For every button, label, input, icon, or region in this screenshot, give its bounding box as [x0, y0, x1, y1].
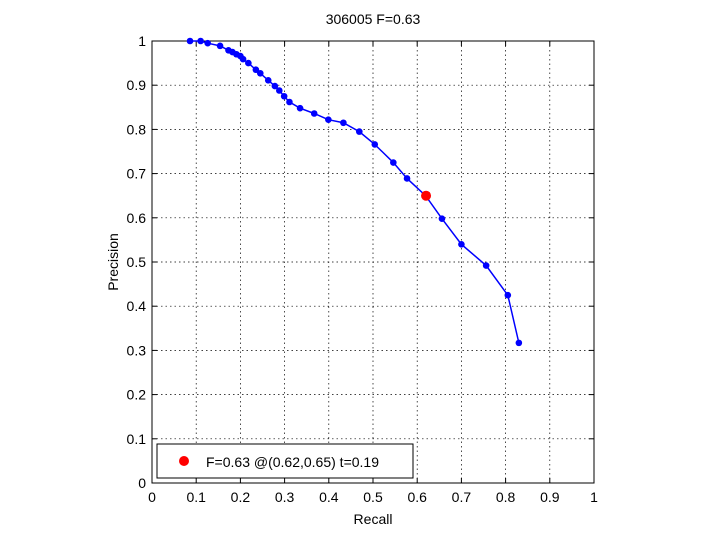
- legend-box: [156, 443, 414, 479]
- x-tick-label: 1: [590, 489, 598, 505]
- pr-curve-point: [264, 77, 272, 84]
- pr-curve-point: [204, 39, 211, 47]
- pr-curve-point: [245, 59, 252, 67]
- y-tick-label: 1: [138, 33, 146, 49]
- y-axis-label: Precision: [105, 233, 121, 291]
- pr-curve-point: [186, 37, 194, 45]
- pr-curve-point: [390, 159, 397, 166]
- pr-curve-point: [504, 291, 512, 299]
- x-axis-label: Recall: [354, 511, 393, 527]
- x-tick-label: 0.2: [231, 489, 251, 505]
- y-tick-label: 0.2: [127, 387, 147, 403]
- pr-curve-point: [325, 116, 332, 123]
- y-tick-label: 0.7: [127, 166, 147, 182]
- y-tick-label: 0.9: [127, 77, 147, 93]
- y-tick-label: 0.4: [127, 298, 147, 314]
- pr-curve-point: [296, 104, 304, 112]
- x-tick-label: 0.5: [363, 489, 383, 505]
- x-tick-label: 0.4: [319, 489, 339, 505]
- pr-curve-point: [438, 215, 446, 222]
- x-tick-label: 0: [148, 489, 156, 505]
- y-tick-label: 0: [138, 475, 146, 491]
- pr-curve-point: [286, 98, 293, 106]
- x-tick-label: 0.9: [540, 489, 560, 505]
- y-tick-label: 0.8: [127, 121, 147, 137]
- pr-curve-point: [197, 37, 204, 45]
- pr-curve-point: [340, 119, 347, 127]
- x-tick-label: 0.3: [275, 489, 295, 505]
- pr-curve-point: [371, 141, 379, 148]
- pr-curve-point: [280, 92, 288, 100]
- pr-curve-point: [252, 66, 260, 74]
- y-tick-label: 0.1: [127, 431, 147, 447]
- pr-curve-point: [275, 87, 283, 94]
- x-tick-label: 0.6: [407, 489, 427, 505]
- pr-curve-point: [355, 128, 363, 135]
- x-tick-label: 0.1: [186, 489, 206, 505]
- y-tick-label: 0.6: [127, 210, 147, 226]
- pr-curve-point: [216, 42, 224, 50]
- pr-curve-point: [458, 241, 465, 248]
- pr-curve-point: [271, 82, 279, 90]
- pr-curve-point: [515, 339, 523, 347]
- chart-title: 306005 F=0.63: [326, 11, 421, 27]
- grid: [152, 41, 594, 483]
- pr-curve-point: [310, 110, 318, 117]
- legend-label: F=0.63 @(0.62,0.65) t=0.19: [206, 454, 379, 470]
- pr-curve-point: [256, 69, 264, 77]
- pr-curve-point: [403, 175, 411, 182]
- pr-curve-point: [482, 262, 490, 269]
- best-f-point: [421, 190, 432, 201]
- axis-ticks: 0 0.1 0.2 0.3 0.4 0.5 0.6 0.7 0.8 0.9 1 0 0.1 0.2 0.3 0…: [127, 33, 599, 505]
- y-tick-label: 0.3: [127, 342, 147, 358]
- pr-curve-point: [239, 55, 247, 63]
- legend-marker: [179, 456, 189, 466]
- x-tick-label: 0.7: [452, 489, 472, 505]
- x-tick-label: 0.8: [496, 489, 516, 505]
- legend: F=0.63 @(0.62,0.65) t=0.19: [156, 443, 414, 479]
- y-tick-label: 0.5: [127, 254, 147, 270]
